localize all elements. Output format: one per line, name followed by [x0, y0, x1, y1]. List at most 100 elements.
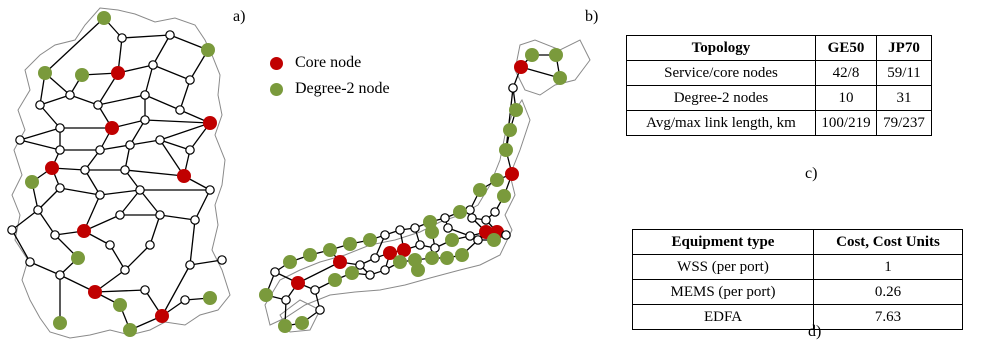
ge50-link: [139, 189, 161, 216]
table-cell: WSS (per port): [632, 254, 814, 280]
jp70-service-node: [270, 267, 280, 277]
ge50-link: [121, 34, 171, 39]
jp70-service-node: [281, 295, 291, 305]
jp70-degree2-node: [490, 173, 504, 187]
ge50-service-node: [185, 260, 195, 270]
ge50-degree2-node: [97, 11, 111, 25]
ge50-service-node: [7, 225, 17, 235]
ge50-service-node: [148, 60, 158, 70]
ge50-service-node: [140, 90, 150, 100]
panel-label-d: d): [808, 323, 822, 340]
jp70-service-node: [467, 213, 477, 223]
panel-label-c: c): [805, 165, 818, 182]
panel-label-b: b): [585, 8, 599, 25]
ge50-link: [152, 64, 191, 81]
table-row: EDFA 7.63: [632, 304, 963, 330]
table-cell: Service/core nodes: [626, 60, 816, 86]
jp70-degree2-node: [487, 233, 501, 247]
ge50-link: [39, 94, 71, 106]
ge50-link: [19, 127, 61, 141]
table-header-row: Topology GE50 JP70: [626, 35, 932, 61]
table-header-cell: GE50: [815, 35, 877, 61]
table-cell: 1: [813, 254, 963, 280]
ge50-link: [159, 139, 185, 177]
jp70-core-node: [505, 167, 519, 181]
ge50-service-node: [120, 165, 130, 175]
ge50-link: [69, 94, 99, 106]
jp70-service-node: [430, 243, 440, 253]
ge50-link: [94, 289, 146, 293]
table-cell: EDFA: [632, 304, 814, 330]
jp70-link: [505, 87, 514, 151]
ge50-link: [29, 261, 61, 276]
table-cell: 10: [815, 85, 877, 111]
ge50-service-node: [35, 100, 45, 110]
ge50-core-node: [77, 224, 91, 238]
ge50-link: [129, 119, 146, 146]
ge50-service-node: [120, 265, 130, 275]
topology-table: Topology GE50 JP70 Service/core nodes 42…: [626, 35, 932, 136]
jp70-service-node: [355, 260, 365, 270]
ge50-link: [149, 214, 161, 246]
jp70-service-node: [473, 235, 483, 245]
jp70-service-node: [501, 230, 511, 240]
table-row: MEMS (per port) 0.26: [632, 279, 963, 305]
ge50-service-node: [145, 240, 155, 250]
jp70-service-node: [415, 240, 425, 250]
jp70-degree2-node: [393, 255, 407, 269]
jp70-service-node: [365, 270, 375, 280]
ge50-service-node: [205, 185, 215, 195]
ge50-service-node: [80, 165, 90, 175]
table-row: WSS (per port) 1: [632, 254, 963, 280]
table-cell: 31: [876, 85, 932, 111]
jp70-service-node: [395, 225, 405, 235]
ge50-service-node: [15, 135, 25, 145]
table-header-cell: Topology: [626, 35, 816, 61]
jp70-service-node: [465, 205, 475, 215]
ge50-link: [152, 34, 171, 66]
table-row: Avg/max link length, km 100/219 79/237: [626, 110, 932, 136]
jp70-service-node: [481, 215, 491, 225]
jp70-degree2-node: [440, 251, 454, 265]
core-node-dot-icon: [270, 56, 283, 70]
ge50-service-node: [155, 210, 165, 220]
germany-outline: [11, 7, 231, 339]
table-header-cell: JP70: [876, 35, 932, 61]
jp70-degree2-node: [503, 123, 517, 137]
jp70-degree2-node: [295, 316, 309, 330]
panel-label-a: a): [233, 8, 246, 25]
table-cell: 0.26: [813, 279, 963, 305]
jp70-degree2-node: [499, 143, 513, 157]
ge50-link: [159, 139, 191, 151]
ge50-core-node: [177, 169, 191, 183]
jp70-degree2-node: [363, 233, 377, 247]
table-cell: 59/11: [876, 60, 932, 86]
ge50-link: [189, 219, 196, 266]
ge50-link: [84, 169, 101, 196]
ge50-service-node: [155, 135, 165, 145]
jp70-degree2-node: [453, 205, 467, 219]
jp70-core-node: [291, 276, 305, 290]
jp70-degree2-node: [283, 255, 297, 269]
jp70-degree2-node: [259, 288, 273, 302]
ge50-service-node: [33, 205, 43, 215]
jp70-degree2-node: [455, 248, 469, 262]
ge50-link: [124, 169, 185, 177]
table-cell: Avg/max link length, km: [626, 110, 816, 136]
table-cell: 79/237: [876, 110, 932, 136]
ge50-core-node: [155, 309, 169, 323]
table-cell: 42/8: [815, 60, 877, 86]
jp70-degree2-node: [425, 251, 439, 265]
ge50-degree2-node: [201, 43, 215, 57]
degree2-node-dot-icon: [270, 82, 283, 96]
jp70-service-node: [310, 285, 320, 295]
ge50-service-node: [180, 295, 190, 305]
ge50-link: [109, 244, 126, 271]
jp70-degree2-node: [549, 48, 563, 62]
table-header-cell: Equipment type: [632, 229, 814, 255]
ge50-link: [189, 259, 223, 266]
jp70-core-node: [333, 255, 347, 269]
ge50-service-node: [55, 145, 65, 155]
legend-item-degree2: Degree-2 node: [270, 76, 390, 102]
ge50-service-node: [185, 75, 195, 85]
